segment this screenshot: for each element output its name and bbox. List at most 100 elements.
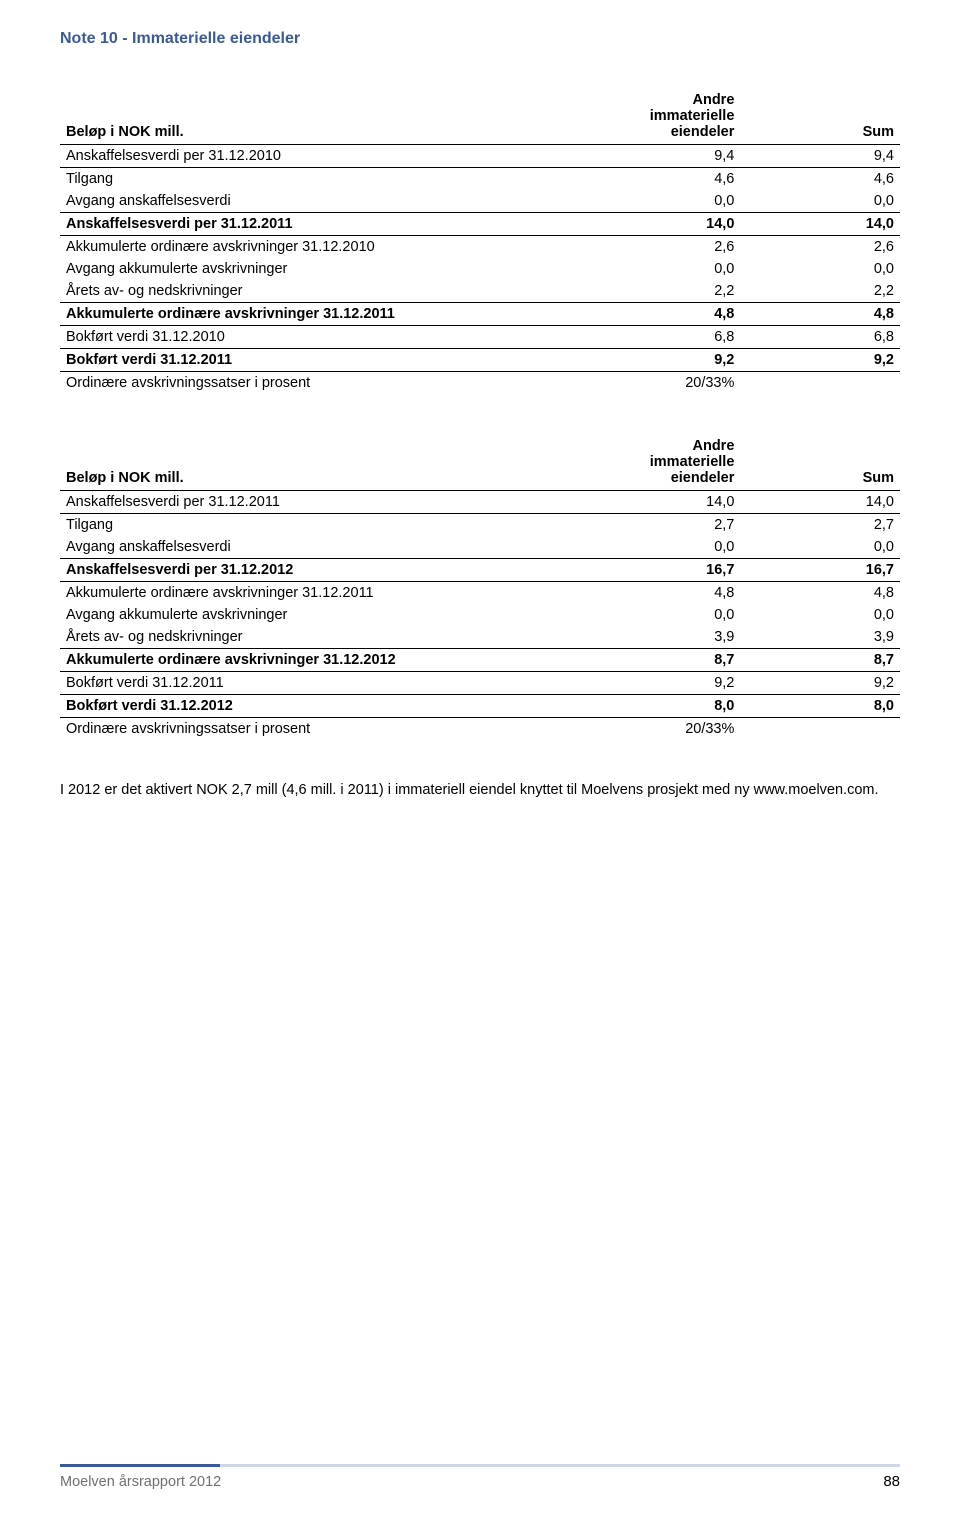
table1-header-col1: Andre immaterielle eiendeler: [581, 88, 741, 145]
row-label: Akkumulerte ordinære avskrivninger 31.12…: [60, 236, 581, 259]
footer-page-number: 88: [883, 1473, 900, 1490]
row-value-2: 3,9: [740, 626, 900, 649]
row-value-1: 2,7: [581, 514, 741, 537]
table2-header-label: Beløp i NOK mill.: [60, 434, 581, 491]
footer-rule-accent: [60, 1464, 220, 1467]
table-row: Ordinære avskrivningssatser i prosent20/…: [60, 372, 900, 395]
table-row: Akkumulerte ordinære avskrivninger 31.12…: [60, 582, 900, 605]
footnote-text: I 2012 er det aktivert NOK 2,7 mill (4,6…: [60, 780, 900, 800]
table-row: Avgang anskaffelsesverdi0,00,0: [60, 190, 900, 213]
row-value-1: 16,7: [581, 559, 741, 582]
table1-header-label: Beløp i NOK mill.: [60, 88, 581, 145]
row-label: Anskaffelsesverdi per 31.12.2010: [60, 145, 581, 168]
row-label: Anskaffelsesverdi per 31.12.2011: [60, 213, 581, 236]
row-value-1: 6,8: [581, 326, 741, 349]
row-label: Bokført verdi 31.12.2012: [60, 695, 581, 718]
row-value-1: 8,0: [581, 695, 741, 718]
th-line: Andre: [692, 438, 734, 454]
row-value-2: 4,8: [740, 582, 900, 605]
footer-rule: [60, 1464, 900, 1467]
row-value-1: 14,0: [581, 491, 741, 514]
row-value-2: 14,0: [740, 491, 900, 514]
table-row: Akkumulerte ordinære avskrivninger 31.12…: [60, 649, 900, 672]
page-footer: Moelven årsrapport 2012 88: [60, 1464, 900, 1490]
row-label: Bokført verdi 31.12.2010: [60, 326, 581, 349]
row-value-2: 16,7: [740, 559, 900, 582]
row-value-1: 4,8: [581, 582, 741, 605]
row-value-1: 0,0: [581, 258, 741, 280]
row-value-2: [740, 372, 900, 395]
table-row: Akkumulerte ordinære avskrivninger 31.12…: [60, 303, 900, 326]
table-row: Tilgang4,64,6: [60, 168, 900, 191]
row-label: Akkumulerte ordinære avskrivninger 31.12…: [60, 649, 581, 672]
row-value-2: 2,2: [740, 280, 900, 303]
footer-left-text: Moelven årsrapport 2012: [60, 1474, 221, 1490]
row-value-1: 0,0: [581, 190, 741, 213]
row-value-2: 9,2: [740, 349, 900, 372]
row-label: Bokført verdi 31.12.2011: [60, 349, 581, 372]
table-row: Årets av- og nedskrivninger2,22,2: [60, 280, 900, 303]
row-value-1: 14,0: [581, 213, 741, 236]
table-row: Bokført verdi 31.12.20119,29,2: [60, 672, 900, 695]
table-row: Bokført verdi 31.12.20106,86,8: [60, 326, 900, 349]
row-label: Bokført verdi 31.12.2011: [60, 672, 581, 695]
row-value-1: 4,8: [581, 303, 741, 326]
row-value-2: 2,6: [740, 236, 900, 259]
table-row: Anskaffelsesverdi per 31.12.201114,014,0: [60, 491, 900, 514]
row-value-2: 8,7: [740, 649, 900, 672]
table-row: Bokført verdi 31.12.20128,08,0: [60, 695, 900, 718]
table1-header-col2: Sum: [740, 88, 900, 145]
page-title: Note 10 - Immaterielle eiendeler: [60, 30, 900, 48]
row-value-2: 9,4: [740, 145, 900, 168]
row-value-1: 20/33%: [581, 718, 741, 741]
table-row: Akkumulerte ordinære avskrivninger 31.12…: [60, 236, 900, 259]
table2-header-col2: Sum: [740, 434, 900, 491]
row-value-2: 9,2: [740, 672, 900, 695]
row-label: Avgang akkumulerte avskrivninger: [60, 258, 581, 280]
th-line: eiendeler: [671, 124, 735, 140]
row-value-1: 20/33%: [581, 372, 741, 395]
row-value-2: 6,8: [740, 326, 900, 349]
row-label: Avgang anskaffelsesverdi: [60, 536, 581, 559]
row-label: Tilgang: [60, 514, 581, 537]
row-value-1: 9,2: [581, 349, 741, 372]
table-row: Ordinære avskrivningssatser i prosent20/…: [60, 718, 900, 741]
row-value-2: 0,0: [740, 190, 900, 213]
row-value-1: 9,4: [581, 145, 741, 168]
row-label: Årets av- og nedskrivninger: [60, 280, 581, 303]
row-value-2: 0,0: [740, 258, 900, 280]
table-row: Årets av- og nedskrivninger3,93,9: [60, 626, 900, 649]
row-value-2: 0,0: [740, 604, 900, 626]
table2-header-col1: Andre immaterielle eiendeler: [581, 434, 741, 491]
table-1: Beløp i NOK mill. Andre immaterielle eie…: [60, 88, 900, 394]
table-row: Tilgang2,72,7: [60, 514, 900, 537]
row-label: Akkumulerte ordinære avskrivninger 31.12…: [60, 303, 581, 326]
row-label: Avgang akkumulerte avskrivninger: [60, 604, 581, 626]
row-label: Ordinære avskrivningssatser i prosent: [60, 718, 581, 741]
table-row: Avgang akkumulerte avskrivninger0,00,0: [60, 258, 900, 280]
row-value-1: 2,6: [581, 236, 741, 259]
table-row: Anskaffelsesverdi per 31.12.20109,49,4: [60, 145, 900, 168]
row-value-1: 0,0: [581, 536, 741, 559]
row-value-2: 8,0: [740, 695, 900, 718]
table-row: Avgang anskaffelsesverdi0,00,0: [60, 536, 900, 559]
row-label: Anskaffelsesverdi per 31.12.2012: [60, 559, 581, 582]
row-value-1: 9,2: [581, 672, 741, 695]
row-value-2: 4,8: [740, 303, 900, 326]
table-2: Beløp i NOK mill. Andre immaterielle eie…: [60, 434, 900, 740]
row-value-2: 14,0: [740, 213, 900, 236]
row-value-1: 2,2: [581, 280, 741, 303]
row-value-1: 4,6: [581, 168, 741, 191]
row-label: Akkumulerte ordinære avskrivninger 31.12…: [60, 582, 581, 605]
table-row: Bokført verdi 31.12.20119,29,2: [60, 349, 900, 372]
row-label: Anskaffelsesverdi per 31.12.2011: [60, 491, 581, 514]
row-label: Årets av- og nedskrivninger: [60, 626, 581, 649]
row-value-1: 3,9: [581, 626, 741, 649]
row-label: Ordinære avskrivningssatser i prosent: [60, 372, 581, 395]
row-value-2: 0,0: [740, 536, 900, 559]
table-row: Anskaffelsesverdi per 31.12.201114,014,0: [60, 213, 900, 236]
row-value-2: 4,6: [740, 168, 900, 191]
row-value-1: 0,0: [581, 604, 741, 626]
row-label: Avgang anskaffelsesverdi: [60, 190, 581, 213]
row-value-2: [740, 718, 900, 741]
